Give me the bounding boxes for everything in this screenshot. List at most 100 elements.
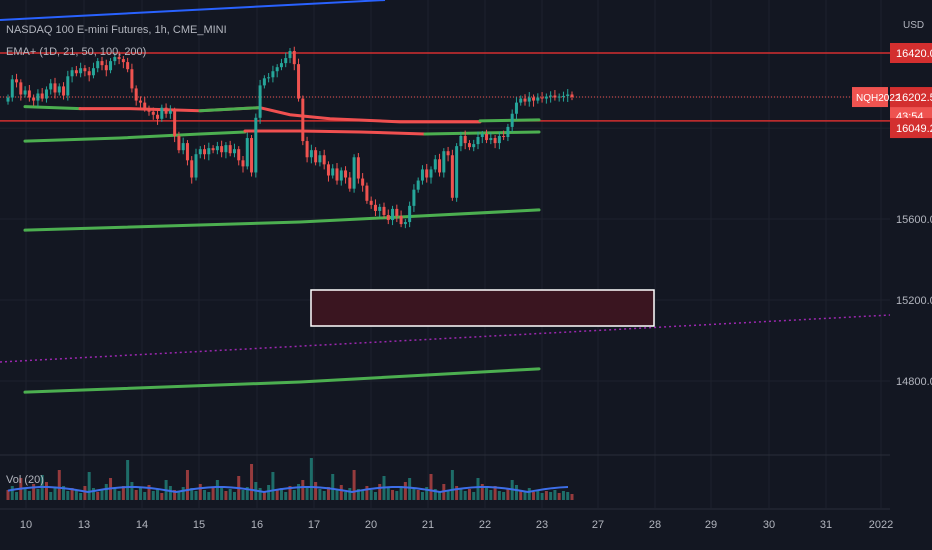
volume-bar [224,491,228,500]
candle-body [23,90,27,95]
volume-bar [416,490,420,500]
candle-body [326,164,330,176]
candle-body [314,150,318,163]
candle-body [459,136,463,147]
volume-bar [215,480,219,500]
volume-bar [344,492,348,500]
blue-trendline[interactable] [0,0,386,21]
candle-body [382,206,386,215]
ema-green-upper [23,105,82,111]
candle-body [104,65,108,71]
candle-body [10,79,14,98]
candle-body [160,107,164,119]
volume-bar [450,470,454,500]
volume-bar [181,487,185,500]
candle-body [279,63,283,68]
candle-body [143,102,147,109]
volume-bar [395,491,399,500]
price-badge [890,43,932,63]
ema-red-upper-right [258,106,482,124]
candle-body [356,157,360,179]
candle-body [476,137,480,145]
candle-body [19,82,23,95]
volume-bar [527,488,531,500]
volume-bar [485,488,489,500]
volume-bar [190,488,194,500]
candle-body [49,83,53,90]
candle-body [237,149,241,161]
time-tick-label: 23 [536,519,548,531]
candle-body [284,58,288,64]
candle-body [519,98,523,103]
candle-body [433,159,437,170]
candle-body [502,136,506,138]
symbol-title[interactable]: NASDAQ 100 E-mini Futures, 1h, CME_MINI [6,24,227,36]
volume-bar [408,478,412,500]
volume-bar [455,486,459,500]
candle-body [544,96,548,99]
volume-bar [561,491,565,500]
volume-bar [532,492,536,500]
candle-body [245,138,249,167]
volume-bar [489,490,493,500]
volume-bar [463,491,467,500]
candle-body [100,61,104,66]
volume-bar [126,460,130,500]
ema-indicator-label[interactable]: EMA+ (1D, 21, 50, 100, 200) [6,46,146,58]
volume-bar [228,489,232,500]
time-axis: 10 13 14 15 16 17 20 21 22 23 27 28 29 30 31 2022 [0,508,893,531]
volume-bar [53,488,57,500]
candle-body [15,79,19,83]
ema-lines [23,105,541,394]
candle-body [497,136,501,144]
candle-body [480,133,484,138]
volume-bar [74,490,78,500]
volume-bar [168,486,172,500]
time-tick-label: 15 [193,519,205,531]
candle-body [207,148,211,155]
ema-green-upper-right [478,118,541,123]
volume-bar [438,491,442,500]
volume-bar [399,486,403,500]
candle-body [181,143,185,151]
candle-body [553,95,557,98]
candle-body [391,208,395,221]
candle-body [549,95,553,97]
volume-bar [331,474,335,500]
candle-body [156,114,160,119]
ema-green-mid [23,130,247,143]
candle-body [228,145,232,154]
horizontal-levels [0,52,890,122]
zone-rectangle[interactable] [310,289,655,327]
candle-body [241,160,245,167]
volume-bar [493,486,497,500]
candle-body [438,159,442,173]
candle-body [121,59,125,63]
time-tick-label: 17 [308,519,320,531]
volume-bar [262,491,266,500]
volume-bar [160,493,164,500]
candle-body [442,151,446,173]
volume-bar [173,490,177,500]
candle-body [318,155,322,163]
candle-body [309,150,313,158]
candle-body [425,169,429,178]
ema-indicator-text: EMA+ (1D, 21, 50, 100, 200) [6,46,147,58]
volume-indicator-label[interactable]: Vol (20) [6,474,44,486]
candle-body [275,67,279,72]
candle-body [420,169,424,181]
candle-body [561,95,565,97]
volume-bar [83,486,87,500]
candle-body [365,185,369,201]
purple-dotted-trendline[interactable] [0,314,891,363]
candle-body [540,97,544,99]
volume-bar [6,490,10,500]
candle-body [168,110,172,114]
candle-body [292,50,296,65]
volume-indicator-text: Vol (20) [6,474,44,486]
price-axis-bg [890,0,932,510]
candle-body [74,70,78,74]
price-badge [890,118,932,139]
candle-body [262,78,266,86]
